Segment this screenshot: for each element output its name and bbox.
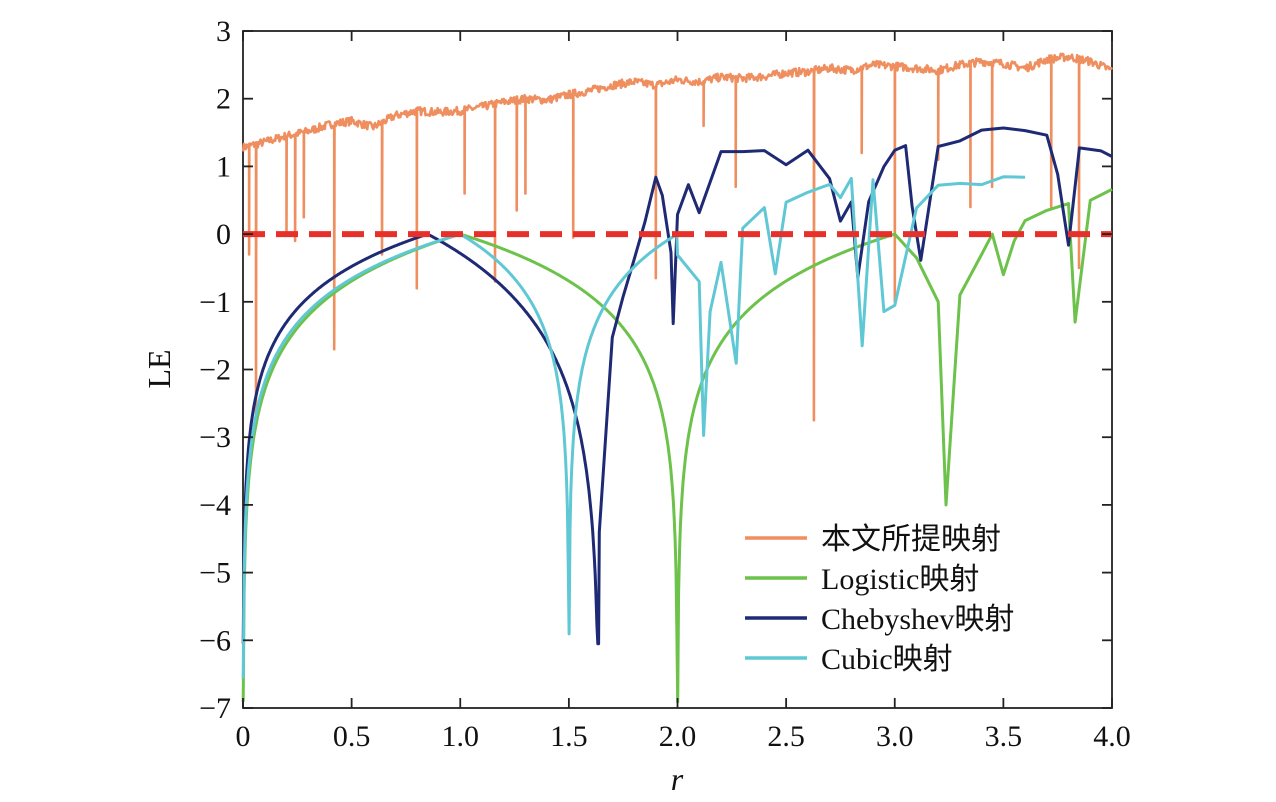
- series-line-2: [241, 188, 1113, 704]
- x-tick-label: 2.5: [767, 720, 805, 753]
- y-axis-title: LE: [141, 349, 177, 388]
- y-tick-label: −1: [199, 286, 231, 319]
- y-tick-label: −3: [199, 421, 231, 454]
- legend: 本文所提映射 Logistic映射 Chebyshev映射 Cubic映射: [745, 523, 1014, 676]
- series-line-4: [241, 175, 1026, 679]
- y-tick-label: −2: [199, 354, 231, 387]
- y-tick-label: 1: [216, 150, 231, 183]
- x-axis-title: r: [671, 761, 684, 797]
- y-tick-label: −7: [199, 692, 231, 725]
- x-tick-label: 2.0: [659, 720, 697, 753]
- y-tick-label: −5: [199, 557, 231, 590]
- legend-label: Cubic映射: [821, 643, 953, 676]
- series-line-3: [241, 126, 1113, 646]
- legend-label: Chebyshev映射: [821, 603, 1014, 636]
- y-tick-label: −4: [199, 489, 231, 522]
- y-tick-label: 2: [216, 83, 231, 116]
- x-tick-label: 1.0: [442, 720, 480, 753]
- x-tick-label: 0.5: [333, 720, 371, 753]
- series-line-1: [241, 52, 1114, 422]
- y-tick-label: 3: [216, 15, 231, 48]
- legend-label: 本文所提映射: [821, 523, 1001, 556]
- series-layer: [241, 52, 1114, 704]
- legend-label: Logistic映射: [821, 563, 979, 596]
- axis-ticks: 0 0.5 1.0 1.5 2.0 2.5 3.0 3.5 4.0 3 2 1 0 −1 −2 −3 −4 −5 −…: [199, 15, 1131, 753]
- x-tick-label: 0: [236, 720, 251, 753]
- y-tick-label: −6: [199, 624, 231, 657]
- y-tick-label: 0: [216, 218, 231, 251]
- x-tick-label: 3.0: [876, 720, 914, 753]
- x-tick-label: 3.5: [985, 720, 1023, 753]
- x-tick-label: 1.5: [550, 720, 588, 753]
- x-tick-label: 4.0: [1093, 720, 1131, 753]
